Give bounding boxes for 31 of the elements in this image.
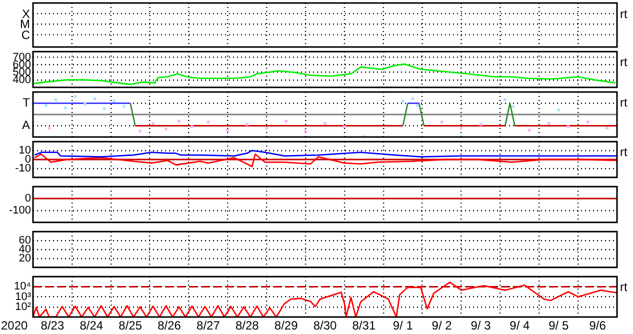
y-tick-label: 10⁴ bbox=[14, 280, 32, 293]
x-tick-label: 8/25 bbox=[118, 318, 142, 333]
text: A bbox=[22, 118, 30, 132]
x-tick-label: 8/27 bbox=[196, 318, 220, 333]
text: rt bbox=[620, 7, 628, 21]
y-tick-label: -100 bbox=[8, 204, 31, 216]
x-tick-label: 8/23 bbox=[40, 318, 64, 333]
y-tick-label: 20 bbox=[18, 252, 31, 264]
text: T bbox=[22, 96, 31, 110]
text: rt bbox=[620, 144, 628, 159]
y-tick-label: 10² bbox=[15, 300, 32, 313]
x-tick-label: 9/ 5 bbox=[548, 318, 569, 333]
x-tick-label: 8/29 bbox=[274, 318, 298, 333]
x-tick-label: 9/ 1 bbox=[392, 318, 414, 333]
x-axis-title: 2020 bbox=[1, 318, 28, 332]
text: rt bbox=[620, 54, 628, 69]
y-tick-label: 0 bbox=[24, 192, 31, 205]
x-tick-label: 8/26 bbox=[158, 318, 182, 333]
text: rt bbox=[620, 95, 628, 110]
x-tick-label: 8/28 bbox=[235, 318, 260, 333]
x-tick-label: 9/ 2 bbox=[432, 318, 452, 333]
y-tick-label: 10³ bbox=[15, 290, 32, 303]
y-tick-label: 400 bbox=[12, 74, 31, 86]
x-tick-label: 8/30 bbox=[313, 318, 337, 333]
x-tick-label: 9/ 4 bbox=[510, 318, 530, 333]
x-tick-label: 9/6 bbox=[589, 318, 606, 333]
x-tick-label: 9/ 3 bbox=[470, 318, 492, 333]
y-tick-label: -10 bbox=[15, 162, 31, 174]
text: rt bbox=[620, 280, 628, 294]
x-tick-label: 8/24 bbox=[80, 318, 104, 333]
x-tick-label: 8/31 bbox=[352, 318, 376, 333]
